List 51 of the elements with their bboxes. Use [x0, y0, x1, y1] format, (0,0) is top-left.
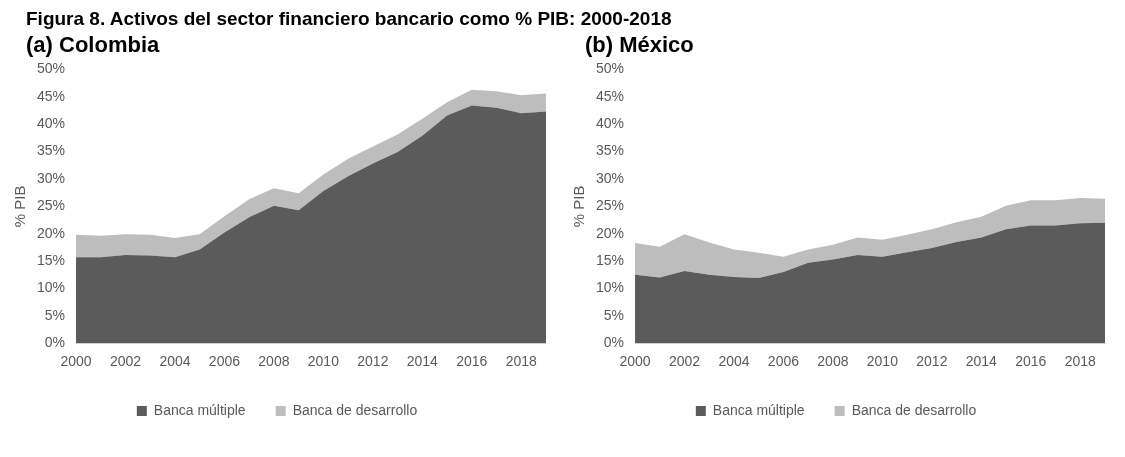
x-tick-label: 2008 — [817, 353, 849, 370]
y-tick-label: 10% — [595, 279, 625, 296]
legend-label: Banca de desarrollo — [851, 401, 977, 418]
x-tick-label: 2016 — [456, 353, 488, 370]
y-tick-label: 35% — [595, 142, 625, 159]
x-tick-label: 2006 — [767, 353, 800, 370]
y-tick-label: 15% — [595, 251, 625, 268]
x-tick-label: 2014 — [965, 353, 998, 370]
y-tick-label: 45% — [36, 87, 66, 104]
legend-label: Banca de desarrollo — [292, 401, 418, 418]
x-tick-label: 2000 — [619, 353, 651, 370]
x-tick-label: 2010 — [866, 353, 899, 370]
y-tick-label: 25% — [595, 197, 625, 214]
x-tick-label: 2002 — [668, 353, 701, 370]
y-tick-label: 40% — [595, 115, 625, 132]
chart-subtitle: (a) Colombia — [26, 32, 161, 58]
x-tick-label: 2018 — [505, 353, 538, 370]
y-tick-label: 30% — [36, 169, 66, 186]
x-tick-label: 2012 — [916, 353, 948, 370]
y-axis-title: % PIB — [570, 185, 588, 228]
y-tick-label: 35% — [36, 142, 66, 159]
chart-subtitle: (b) México — [585, 32, 695, 58]
x-tick-label: 2006 — [208, 353, 241, 370]
y-tick-label: 30% — [595, 169, 625, 186]
x-tick-label: 2008 — [258, 353, 290, 370]
y-tick-label: 5% — [603, 306, 625, 323]
y-tick-label: 45% — [595, 87, 625, 104]
x-tick-label: 2014 — [406, 353, 439, 370]
x-tick-label: 2004 — [159, 353, 191, 370]
y-tick-label: 10% — [36, 279, 66, 296]
y-tick-label: 20% — [595, 224, 625, 241]
x-tick-label: 2010 — [307, 353, 340, 370]
y-tick-label: 20% — [36, 224, 66, 241]
x-tick-label: 2016 — [1015, 353, 1047, 370]
y-axis-title: % PIB — [11, 185, 29, 228]
y-tick-label: 25% — [36, 197, 66, 214]
legend-label: Banca múltiple — [712, 401, 805, 418]
x-tick-label: 2002 — [109, 353, 142, 370]
x-tick-label: 2018 — [1064, 353, 1097, 370]
y-tick-label: 50% — [36, 60, 66, 77]
x-tick-label: 2000 — [60, 353, 92, 370]
y-tick-label: 40% — [36, 115, 66, 132]
y-tick-label: 0% — [44, 334, 66, 351]
chart-title: Figura 8. Activos del sector financiero bancario como % PIB: 2000-2018 — [26, 8, 673, 31]
y-tick-label: 15% — [36, 251, 66, 268]
x-tick-label: 2004 — [718, 353, 750, 370]
y-tick-label: 0% — [603, 334, 625, 351]
legend-label: Banca múltiple — [153, 401, 246, 418]
x-tick-label: 2012 — [357, 353, 389, 370]
y-tick-label: 5% — [44, 306, 66, 323]
y-tick-label: 50% — [595, 60, 625, 77]
